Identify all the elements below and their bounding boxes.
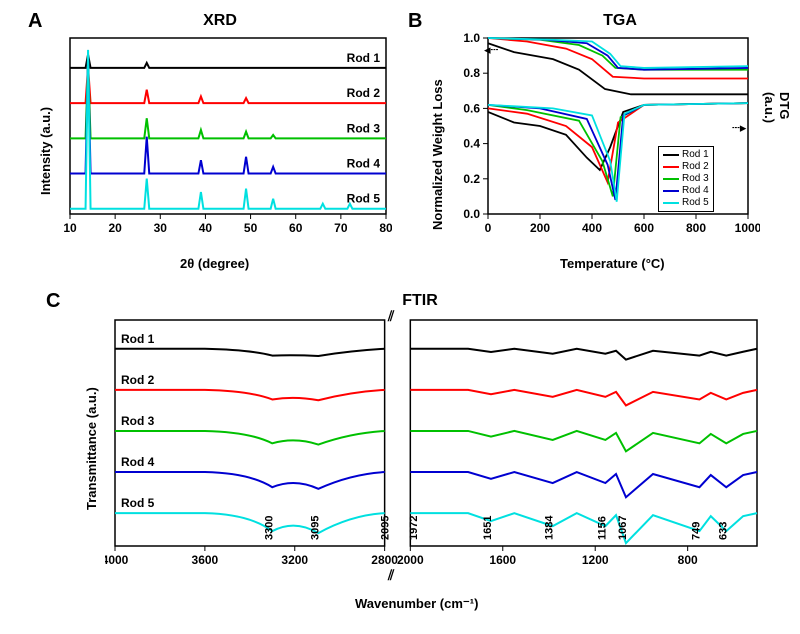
tga-legend: Rod 1Rod 2Rod 3Rod 4Rod 5 <box>658 146 714 212</box>
panel-a-ylabel: Intensity (a.u.) <box>38 107 53 195</box>
svg-text:1156: 1156 <box>596 516 608 540</box>
panel-a: A XRD 10 20 30 40 50 60 70 80 Rod 1 Rod 2 Rod 3 Rod… <box>0 0 400 280</box>
svg-text:80: 80 <box>379 221 392 235</box>
legend-item: Rod 3 <box>663 173 709 185</box>
panel-c-xlabel: Wavenumber (cm⁻¹) <box>355 596 478 612</box>
axis-break-top-icon: ⫽ <box>388 308 394 325</box>
svg-text:0.2: 0.2 <box>463 172 480 186</box>
svg-text:1972: 1972 <box>408 516 420 540</box>
svg-text:2800: 2800 <box>371 553 398 567</box>
svg-text:Rod 4: Rod 4 <box>347 157 381 171</box>
svg-text:40: 40 <box>199 221 213 235</box>
svg-text:0.4: 0.4 <box>463 137 480 151</box>
svg-text:1651: 1651 <box>482 516 494 540</box>
svg-text:2000: 2000 <box>397 553 424 567</box>
svg-text:20: 20 <box>108 221 122 235</box>
panel-c-ylabel: Transmittance (a.u.) <box>84 387 99 510</box>
panel-c-label: C <box>46 290 60 313</box>
svg-text:30: 30 <box>154 221 168 235</box>
left-arrow-icon: ◂┄ <box>484 42 498 58</box>
svg-text:60: 60 <box>289 221 303 235</box>
svg-text:0: 0 <box>485 221 492 235</box>
svg-text:Rod 2: Rod 2 <box>347 86 381 100</box>
svg-text:3200: 3200 <box>281 553 308 567</box>
panel-b-label: B <box>408 10 422 33</box>
svg-text:633: 633 <box>717 522 729 540</box>
svg-text:1200: 1200 <box>582 553 609 567</box>
svg-text:3300: 3300 <box>263 516 275 540</box>
legend-item: Rod 4 <box>663 185 709 197</box>
xrd-plot: 10 20 30 40 50 60 70 80 Rod 1 Rod 2 Rod 3 Rod 4 Rod … <box>62 32 392 242</box>
svg-text:Rod 1: Rod 1 <box>121 332 155 346</box>
svg-text:70: 70 <box>334 221 348 235</box>
legend-item: Rod 1 <box>663 149 709 161</box>
svg-text:1384: 1384 <box>544 515 556 540</box>
svg-text:600: 600 <box>634 221 654 235</box>
svg-text:800: 800 <box>686 221 706 235</box>
panel-a-label: A <box>28 10 42 33</box>
panel-b-ylabel-right: DTG (a.u.) <box>762 92 792 123</box>
svg-text:Rod 5: Rod 5 <box>347 192 381 206</box>
tga-plot: 0 200 400 600 800 1000 0.0 0.2 0.4 0.6 0.8 1.0 <box>460 32 760 242</box>
svg-text:1067: 1067 <box>617 516 629 540</box>
svg-text:Rod 1: Rod 1 <box>347 51 381 65</box>
svg-text:0.6: 0.6 <box>463 101 480 115</box>
panel-c-title: FTIR <box>360 292 480 310</box>
svg-text:Rod 3: Rod 3 <box>121 414 155 428</box>
svg-text:Rod 2: Rod 2 <box>121 373 155 387</box>
svg-text:10: 10 <box>63 221 77 235</box>
svg-text:Rod 4: Rod 4 <box>121 455 155 469</box>
panel-b: B TGA 0 200 400 600 800 1000 0.0 0.2 0.4 0.6 0.8 1.… <box>400 0 800 280</box>
svg-text:1600: 1600 <box>489 553 516 567</box>
panel-c: C FTIR 4000 3600 3200 28002000 1600 1200 800 Ro… <box>0 280 800 634</box>
svg-text:Rod 3: Rod 3 <box>347 121 381 135</box>
svg-text:0.8: 0.8 <box>463 66 480 80</box>
svg-text:0.0: 0.0 <box>463 207 480 221</box>
svg-text:Rod 5: Rod 5 <box>121 496 155 510</box>
svg-text:1000: 1000 <box>735 221 760 235</box>
svg-text:2095: 2095 <box>379 516 391 540</box>
panel-a-xlabel: 2θ (degree) <box>180 256 249 271</box>
svg-text:200: 200 <box>530 221 550 235</box>
axis-break-bot-icon: ⫽ <box>388 567 394 584</box>
panel-a-title: XRD <box>140 12 300 30</box>
legend-item: Rod 2 <box>663 161 709 173</box>
svg-text:3095: 3095 <box>309 516 321 540</box>
ftir-plot: 4000 3600 3200 28002000 1600 1200 800 Rod 1 Rod … <box>105 314 765 574</box>
svg-text:1.0: 1.0 <box>463 32 480 45</box>
svg-text:800: 800 <box>678 553 698 567</box>
svg-text:400: 400 <box>582 221 602 235</box>
svg-text:4000: 4000 <box>105 553 129 567</box>
svg-text:50: 50 <box>244 221 258 235</box>
panel-b-ylabel-left: Normalized Weight Loss <box>430 79 445 230</box>
svg-text:3600: 3600 <box>192 553 219 567</box>
right-arrow-icon: ┄▸ <box>732 120 746 136</box>
panel-b-xlabel: Temperature (°C) <box>560 256 665 271</box>
legend-item: Rod 5 <box>663 197 709 209</box>
svg-text:749: 749 <box>690 522 702 540</box>
panel-b-title: TGA <box>560 12 680 30</box>
